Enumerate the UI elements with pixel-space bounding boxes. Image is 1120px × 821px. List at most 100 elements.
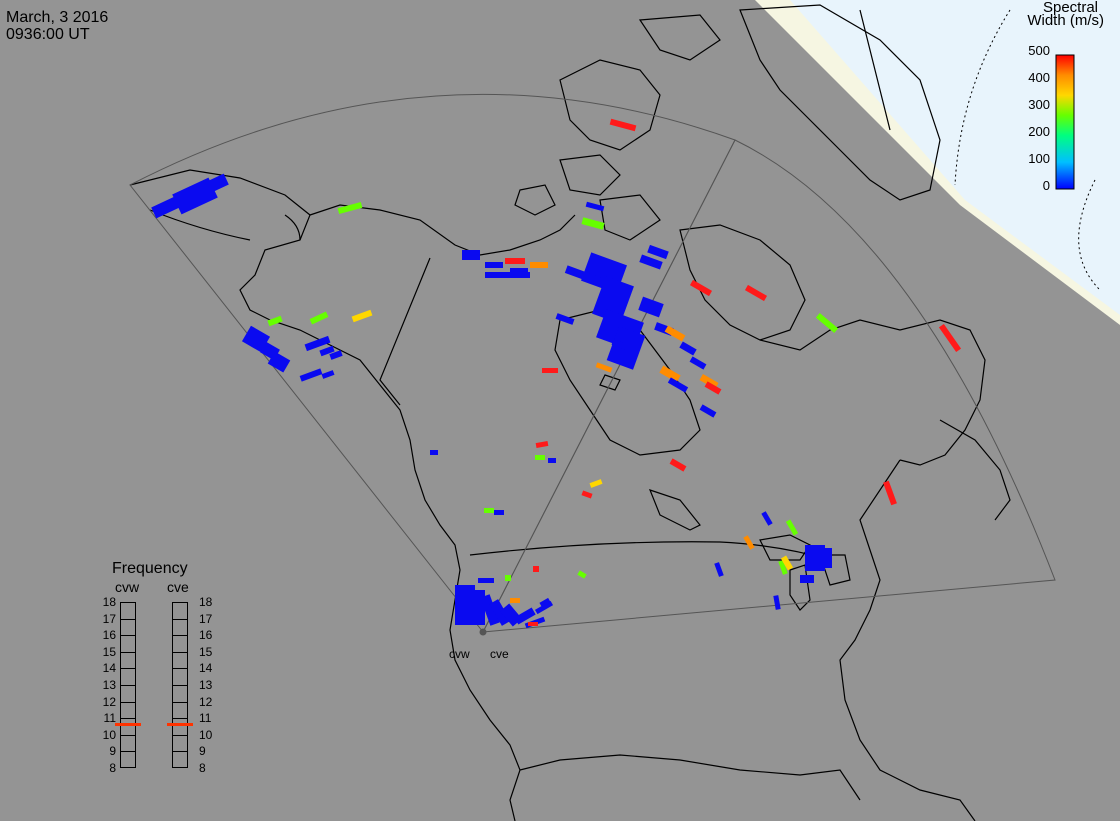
- colorbar-tick-label: 500: [1028, 43, 1050, 58]
- scatter-patch: [485, 262, 503, 268]
- scatter-patch: [664, 325, 686, 342]
- scatter-patch: [510, 268, 528, 274]
- scatter-patch: [669, 458, 687, 472]
- scatter-patch: [805, 545, 825, 571]
- frequency-tick-label-right: 13: [199, 678, 213, 692]
- scatter-patch: [267, 351, 291, 373]
- frequency-tick-label-right: 10: [199, 727, 213, 742]
- scatter-patch: [785, 519, 799, 536]
- frequency-gridline: [173, 718, 187, 720]
- scatter-patch: [455, 585, 467, 625]
- scatter-patch: [505, 575, 511, 581]
- scatter-patch: [465, 585, 475, 625]
- labrador-coast: [759, 319, 986, 466]
- scatter-patch: [667, 377, 689, 393]
- scatter-patch: [555, 313, 575, 325]
- colorbar-title-line1: Spectral: [1042, 0, 1098, 16]
- canada-us-border: [469, 541, 831, 561]
- scatter-patch: [761, 511, 773, 526]
- ellesmere-island: [559, 59, 661, 151]
- scatter-patch: [714, 562, 724, 577]
- scatter-patch: [485, 272, 530, 278]
- scatter-patch: [800, 575, 814, 583]
- scatter-patch: [539, 597, 551, 608]
- scatter-patch: [780, 555, 794, 571]
- frequency-indicator: [115, 723, 141, 726]
- frequency-tick-label-left: 15: [102, 644, 116, 659]
- scatter-patch: [704, 381, 722, 395]
- radar-label-cve: cve: [490, 647, 509, 661]
- frequency-gridline: [173, 618, 187, 620]
- greenland-coast: [739, 4, 941, 201]
- frequency-tick-label-right: 11: [199, 711, 212, 726]
- cve-field-of-view: [482, 139, 1056, 633]
- colorbar-tick-label: 400: [1028, 70, 1050, 85]
- scatter-patch: [309, 311, 329, 325]
- frequency-gridline: [121, 685, 135, 686]
- scatter-patch: [535, 440, 549, 449]
- scatter-patch: [514, 607, 536, 625]
- scatter-patch: [484, 508, 494, 513]
- colorbar-title-line2: Width (m/s): [1027, 12, 1104, 29]
- fields-of-view: [129, 93, 1056, 633]
- frequency-tick-label-left: 13: [102, 678, 116, 692]
- scatter-patch: [699, 404, 717, 418]
- scatter-patch: [534, 600, 554, 615]
- scatter-patch: [659, 365, 681, 383]
- frequency-gridline: [173, 751, 187, 753]
- scatter-patch: [822, 548, 832, 568]
- arctic-island: [638, 14, 721, 61]
- scatter-patch: [530, 262, 548, 268]
- frequency-gridline: [121, 701, 135, 703]
- scatter-patch: [329, 350, 343, 360]
- frequency-tick-label-left: 8: [109, 761, 116, 775]
- greenland-coast: [859, 9, 891, 131]
- scatter-patch: [581, 217, 605, 230]
- scatter-patch: [592, 276, 634, 324]
- frequency-gridline: [121, 651, 135, 653]
- scatter-patch: [689, 356, 707, 370]
- scatter-patch: [585, 201, 605, 212]
- frequency-tick-label-left: 14: [102, 661, 116, 676]
- gulf-coastline: [519, 754, 861, 801]
- radar-site-marker: [479, 628, 487, 636]
- colorbar-tick-label: 0: [1042, 178, 1050, 193]
- lake-huron: [819, 554, 851, 586]
- frequency-tick-label-right: 18: [199, 595, 213, 609]
- scatter-patch: [542, 368, 558, 373]
- frequency-tick-label-left: 10: [102, 727, 116, 742]
- frequency-tick-label-right: 12: [199, 694, 213, 709]
- scatter-patch: [533, 566, 539, 572]
- frequency-tick-label-right: 14: [199, 661, 213, 676]
- frequency-gridline: [173, 635, 187, 637]
- scatter-patch: [815, 312, 839, 334]
- scatter-patch: [241, 325, 271, 353]
- frequency-gridline: [121, 751, 135, 753]
- dayside-region: [790, 0, 1120, 315]
- frequency-gridline: [173, 651, 187, 653]
- frequency-gridline: [173, 685, 187, 686]
- frequency-scale-box: [115, 602, 141, 768]
- scatter-patch: [778, 560, 788, 575]
- scatter-patch: [647, 244, 669, 260]
- lake-winnipeg: [648, 489, 701, 531]
- frequency-gridline: [121, 635, 135, 637]
- scatter-patch: [480, 594, 500, 626]
- frequency-column-label-cvw: cvw: [115, 579, 140, 595]
- date-label: March, 3 2016: [6, 9, 109, 26]
- scatter-patch: [883, 480, 897, 506]
- colorbar-tick-label: 200: [1028, 124, 1050, 139]
- scatter-patch: [505, 258, 525, 264]
- frequency-tick-label-left: 16: [102, 628, 116, 643]
- scatter-patch: [337, 201, 363, 215]
- frequency-tick-label-right: 15: [199, 644, 213, 659]
- scatter-patch: [172, 177, 218, 215]
- arctic-island: [559, 154, 621, 196]
- arctic-island: [514, 184, 556, 216]
- scatter-patch: [528, 622, 538, 626]
- frequency-tick-label-right: 8: [199, 761, 206, 775]
- frequency-gridline: [173, 668, 187, 670]
- scatter-patch: [489, 599, 511, 626]
- scatter-patch: [938, 323, 962, 353]
